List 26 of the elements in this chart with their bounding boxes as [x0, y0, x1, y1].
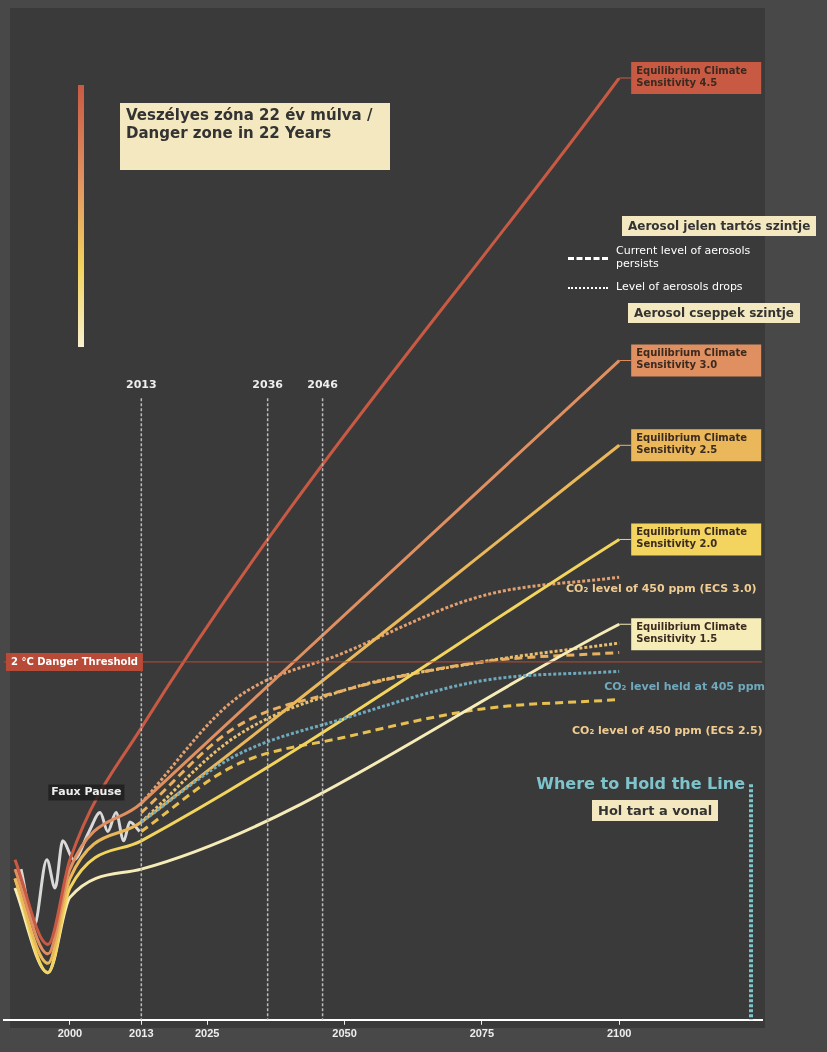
annotation: Faux Pause — [51, 785, 122, 799]
annotation: Aerosol cseppek szintje — [628, 303, 800, 323]
ref-line-label: 2013 — [126, 377, 157, 391]
x-tick-label: 2000 — [57, 1027, 83, 1040]
legend-label: Equilibrium Climate Sensitivity 4.5 — [636, 64, 748, 88]
annotation: Current level of aerosols persists — [616, 244, 752, 270]
x-tick-label: 2075 — [469, 1027, 495, 1040]
legend-label: Equilibrium Climate Sensitivity 1.5 — [636, 620, 748, 644]
annotation: CO₂ level of 450 ppm (ECS 3.0) — [566, 582, 757, 595]
annotation: Veszélyes zóna 22 év múlva / Danger zone in 22 Years — [120, 103, 390, 170]
ref-line-label: Where to Hold the Line — [536, 773, 746, 793]
annotation: CO₂ level of 450 ppm (ECS 2.5) — [572, 724, 763, 737]
annotation: Level of aerosols drops — [616, 280, 744, 293]
series-label: CO₂ level held at 405 ppm — [604, 680, 765, 694]
annotation: Aerosol jelen tartós szintje — [622, 216, 817, 236]
x-tick-label: 2050 — [332, 1027, 357, 1040]
ref-line-label: 2036 — [252, 377, 284, 391]
x-tick-label: 2100 — [606, 1027, 632, 1040]
legend-label: Equilibrium Climate Sensitivity 3.0 — [636, 347, 748, 371]
ref-line-label: 2046 — [307, 377, 339, 391]
x-tick-label: 2013 — [129, 1027, 154, 1040]
annotation: Hol tart a vonal — [592, 800, 719, 821]
legend-label: Equilibrium Climate Sensitivity 2.0 — [636, 526, 748, 550]
x-tick-label: 2025 — [194, 1027, 220, 1040]
legend-label: Equilibrium Climate Sensitivity 2.5 — [636, 431, 748, 455]
ref-line-label: 2 °C Danger Threshold — [11, 655, 138, 667]
